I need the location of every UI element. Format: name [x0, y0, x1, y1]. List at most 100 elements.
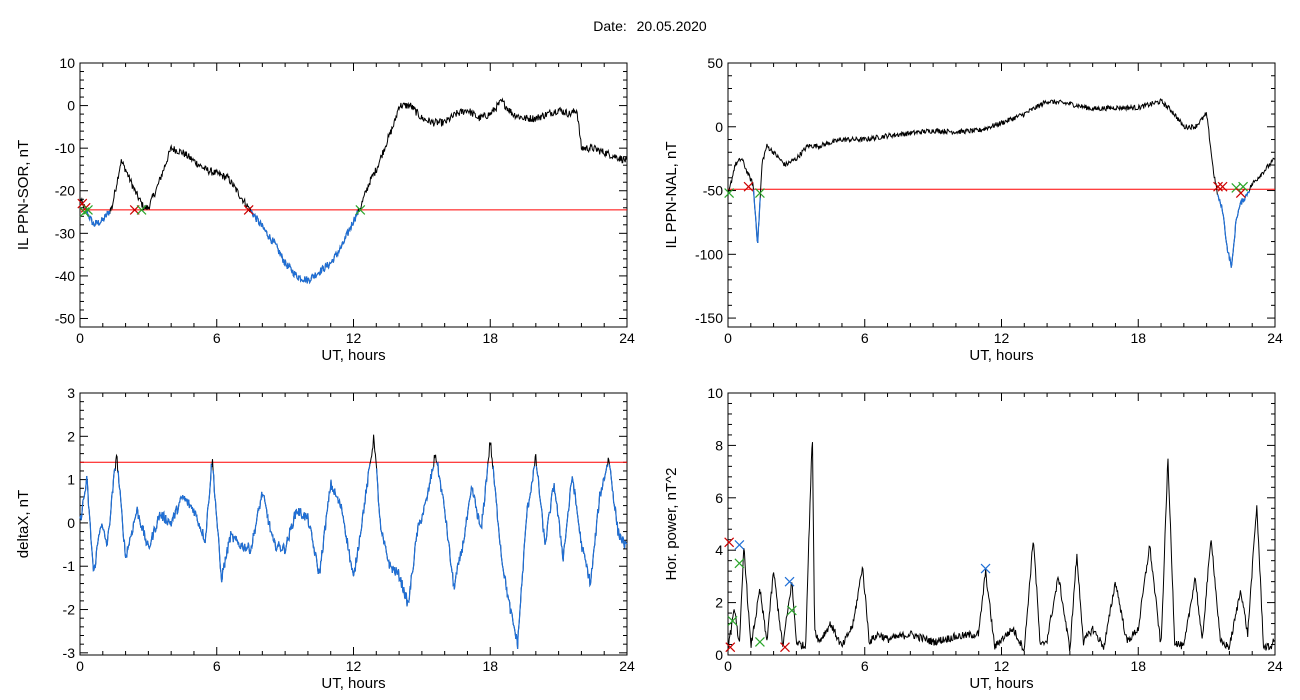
- y-tick-label: 1: [67, 472, 75, 488]
- y-tick-label: 0: [67, 515, 75, 531]
- y-tick-label: 0: [67, 98, 75, 114]
- event-marker: [1238, 181, 1249, 192]
- y-axis-label: Hor. power, nT^2: [663, 468, 680, 581]
- x-tick-label: 12: [994, 658, 1010, 674]
- y-tick-label: 2: [67, 428, 75, 444]
- y-tick-label: 3: [67, 385, 75, 401]
- x-tick-label: 18: [1130, 330, 1146, 346]
- x-tick-label: 24: [619, 658, 635, 674]
- event-marker: [734, 540, 745, 550]
- series-line: [79, 97, 628, 285]
- x-tick-label: 0: [724, 658, 732, 674]
- x-tick-label: 18: [1130, 658, 1146, 674]
- x-tick-label: 18: [482, 330, 498, 346]
- x-tick-label: 0: [724, 330, 732, 346]
- panel-sor: 0 6 12 18 24 10 0 -10 -20 -30 -40 -50 UT, hours IL PP…: [15, 55, 635, 364]
- series-below-threshold: [727, 189, 1251, 268]
- panel-power: 0 6 12 18 24 10 8 6 4 2 0 UT, hours Hor. power, nT^2: [663, 385, 1283, 692]
- event-marker: [243, 204, 254, 215]
- marker-stroke: [1217, 181, 1228, 192]
- event-marker: [1235, 188, 1246, 199]
- marker-stroke: [83, 204, 93, 215]
- panel-deltax: 0 6 12 18 24 3 2 1 0 -1 -2 -3 UT, hours deltaX, nT: [15, 385, 635, 692]
- y-tick-label: -150: [695, 310, 723, 326]
- series-line: [727, 98, 1276, 268]
- y-tick-label: 10: [707, 385, 723, 401]
- marker-stroke: [1213, 181, 1223, 192]
- y-tick-label: 6: [715, 490, 723, 506]
- x-tick-label: 0: [76, 658, 84, 674]
- y-tick-label: 4: [715, 542, 723, 558]
- x-tick-label: 24: [1267, 658, 1283, 674]
- marker-stroke: [754, 636, 765, 647]
- x-tick-label: 12: [346, 658, 362, 674]
- y-tick-label: -50: [703, 183, 723, 199]
- y-tick-label: -40: [55, 268, 75, 284]
- x-tick-label: 18: [482, 658, 498, 674]
- event-marker: [136, 204, 147, 215]
- x-tick-label: 12: [994, 330, 1010, 346]
- marker-stroke: [734, 540, 745, 550]
- y-tick-label: -100: [695, 246, 723, 262]
- panel-nal: 0 6 12 18 24 50 0 -50 -100 -150 UT, hours IL PPN-NA…: [663, 55, 1283, 364]
- x-tick-label: 0: [76, 330, 84, 346]
- marker-stroke: [355, 204, 366, 215]
- date-label: Date:: [593, 18, 627, 34]
- event-marker: [743, 181, 754, 192]
- event-marker: [727, 616, 738, 626]
- series-below-threshold: [86, 209, 360, 285]
- y-tick-label: -1: [63, 558, 76, 574]
- event-marker: [355, 204, 366, 215]
- date-header: Date: 20.05.2020: [0, 18, 1300, 34]
- y-tick-label: 0: [715, 647, 723, 663]
- y-tick-label: 0: [715, 119, 723, 135]
- x-tick-label: 6: [213, 658, 221, 674]
- x-tick-label: 6: [861, 330, 869, 346]
- plot-frame: [727, 392, 1276, 656]
- y-tick-label: -3: [63, 645, 76, 661]
- series-line: [727, 442, 1276, 652]
- y-tick-label: -50: [55, 310, 75, 326]
- marker-stroke: [743, 181, 754, 192]
- y-axis-label: deltaX, nT: [15, 490, 32, 558]
- y-tick-label: 8: [715, 437, 723, 453]
- x-axis-label: UT, hours: [969, 347, 1033, 364]
- marker-stroke: [754, 188, 765, 199]
- event-marker: [734, 558, 745, 569]
- date-value: 20.05.2020: [636, 18, 707, 34]
- marker-stroke: [1235, 188, 1246, 199]
- event-marker: [784, 576, 795, 587]
- y-axis-label: IL PPN-SOR, nT: [15, 140, 32, 250]
- plot-frame: [79, 62, 628, 328]
- event-marker: [83, 204, 93, 215]
- series-below-threshold: [79, 461, 628, 650]
- event-marker: [780, 642, 790, 653]
- marker-stroke: [980, 563, 991, 574]
- marker-stroke: [724, 188, 735, 199]
- x-tick-label: 6: [213, 330, 221, 346]
- event-marker: [725, 642, 736, 653]
- marker-stroke: [725, 642, 736, 653]
- x-axis-label: UT, hours: [321, 347, 385, 364]
- x-tick-label: 24: [1267, 330, 1283, 346]
- y-tick-label: -2: [63, 602, 76, 618]
- x-axis-label: UT, hours: [969, 675, 1033, 692]
- y-tick-label: -20: [55, 183, 75, 199]
- marker-stroke: [243, 204, 254, 215]
- marker-stroke: [734, 558, 745, 569]
- marker-stroke: [780, 642, 790, 653]
- x-tick-label: 6: [861, 658, 869, 674]
- marker-stroke: [727, 616, 738, 626]
- y-tick-label: 2: [715, 595, 723, 611]
- marker-stroke: [784, 576, 795, 587]
- marker-stroke: [136, 204, 147, 215]
- marker-stroke: [786, 605, 797, 616]
- event-marker: [786, 605, 797, 616]
- event-marker: [724, 537, 735, 548]
- event-marker: [1213, 181, 1223, 192]
- marker-stroke: [1231, 183, 1242, 193]
- x-tick-label: 24: [619, 330, 635, 346]
- y-tick-label: -10: [55, 140, 75, 156]
